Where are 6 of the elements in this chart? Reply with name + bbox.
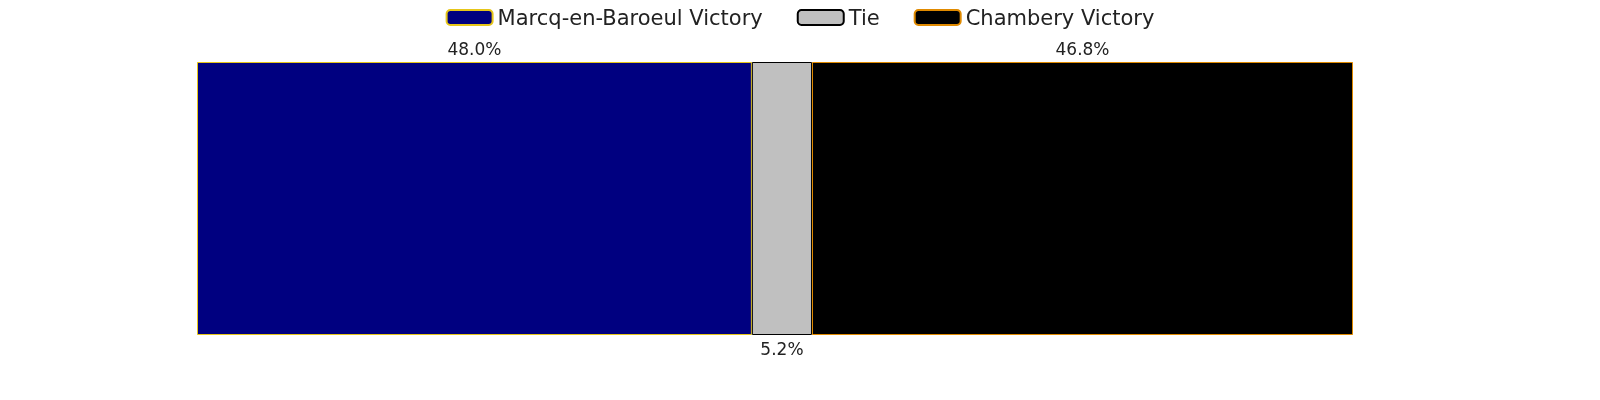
data-label: 46.8% (1055, 38, 1110, 59)
legend-label: Chambery Victory (965, 5, 1155, 30)
data-label: 48.0% (447, 38, 502, 59)
data-label: 5.2% (760, 338, 804, 359)
legend-label: Marcq-en-Baroeul Victory (497, 5, 763, 30)
legend-label: Tie (847, 5, 880, 30)
